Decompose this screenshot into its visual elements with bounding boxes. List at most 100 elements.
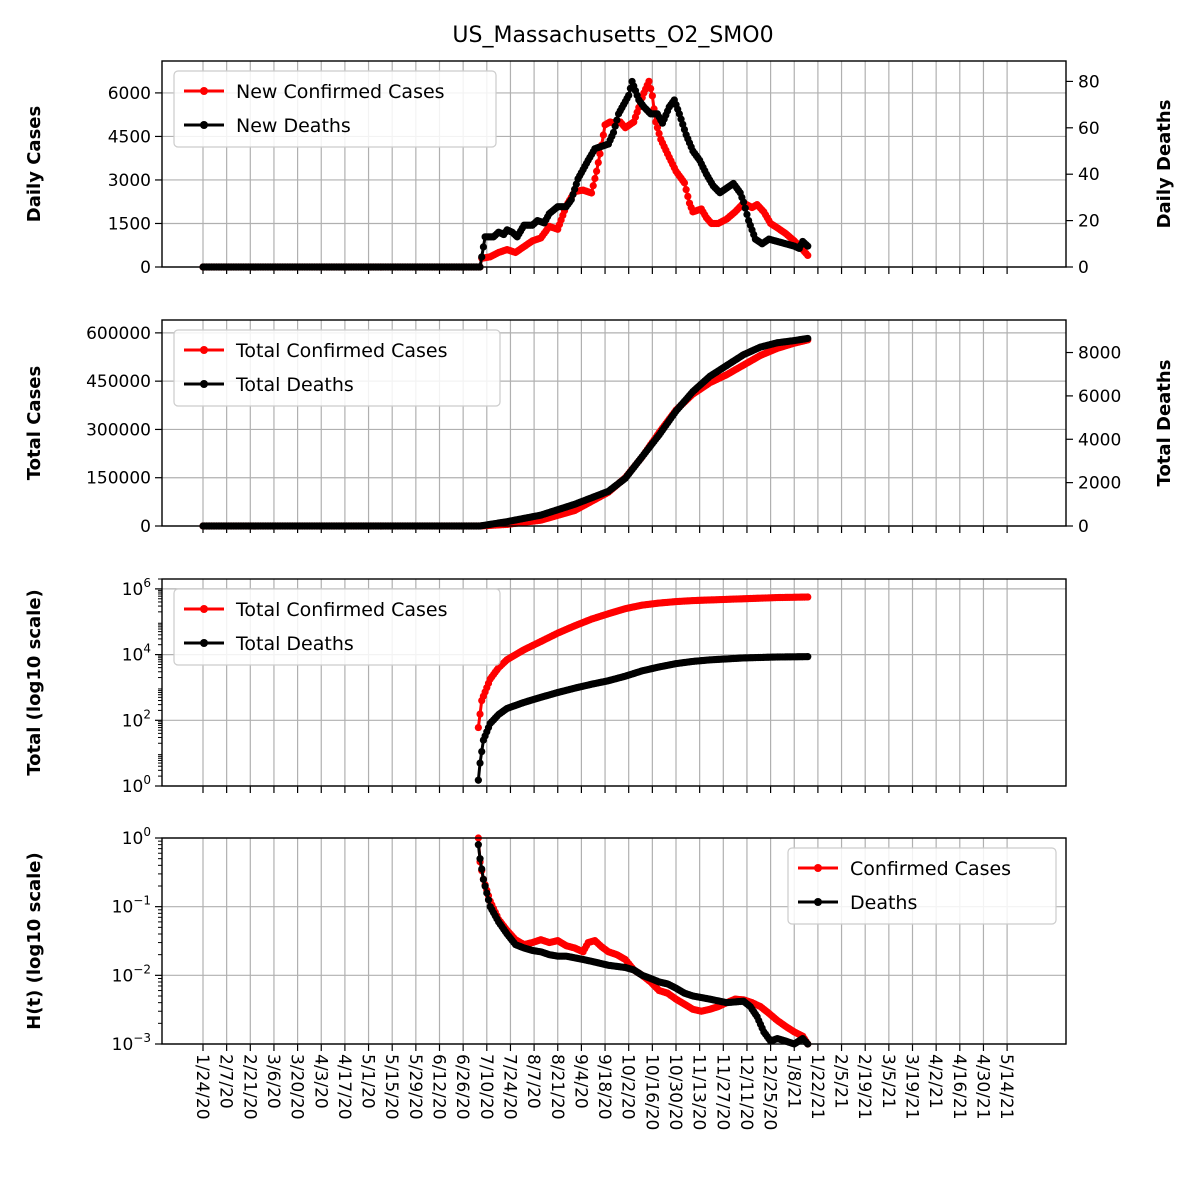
y2-axis-label: Total Deaths — [1154, 360, 1175, 487]
series-cases — [474, 834, 812, 1048]
series-deaths — [474, 653, 812, 784]
data-point — [653, 124, 662, 132]
data-point — [682, 186, 690, 194]
data-point — [474, 841, 482, 849]
data-point — [684, 192, 692, 200]
x-tick-label: 10/30/20 — [665, 1054, 685, 1130]
data-point — [594, 158, 602, 167]
x-tick-label: 10/16/20 — [641, 1054, 661, 1130]
x-tick-label: 1/8/21 — [783, 1054, 803, 1109]
y2-tick-label: 8000 — [1078, 344, 1121, 364]
y-tick-label: 150000 — [86, 469, 151, 489]
data-point — [599, 131, 607, 139]
y-axis-label: Total (log10 scale) — [24, 589, 45, 776]
legend-label: Total Confirmed Cases — [235, 599, 448, 621]
data-point — [474, 776, 482, 784]
x-tick-label: 3/6/20 — [263, 1054, 283, 1109]
y2-tick-label: 80 — [1078, 72, 1100, 92]
y-tick-label: 0 — [140, 517, 151, 537]
data-point — [483, 889, 491, 897]
x-tick-label: 10/2/20 — [618, 1054, 638, 1120]
data-point — [474, 723, 482, 732]
data-point — [478, 253, 486, 261]
x-tick-label: 5/15/20 — [381, 1054, 401, 1120]
x-tick-label: 1/24/20 — [192, 1054, 212, 1120]
y-tick-label: 10−1 — [112, 894, 151, 918]
x-tick-label: 12/25/20 — [760, 1054, 780, 1130]
y2-tick-label: 6000 — [1078, 387, 1121, 407]
panel-total: 0 150000 300000 450000 600000 0 2000 4000 6000 80… — [24, 319, 1175, 537]
y-tick-label: 106 — [122, 576, 151, 600]
x-tick-label: 4/30/21 — [972, 1054, 992, 1120]
y-tick-label: 450000 — [86, 372, 151, 392]
data-point — [655, 129, 663, 138]
y2-tick-label: 4000 — [1078, 430, 1121, 450]
x-tick-label: 4/17/20 — [334, 1054, 354, 1120]
x-tick-label: 3/19/21 — [902, 1054, 922, 1120]
legend-marker — [814, 864, 822, 872]
series-deaths — [474, 841, 812, 1048]
data-point — [479, 243, 488, 251]
legend-label: Total Deaths — [235, 374, 354, 396]
data-point — [587, 189, 596, 197]
y2-axis-label: Daily Deaths — [1154, 100, 1175, 229]
data-point — [625, 91, 633, 99]
legend-label: Total Confirmed Cases — [235, 340, 448, 362]
series-line — [476, 655, 808, 781]
data-point — [479, 875, 488, 883]
data-point — [741, 204, 749, 212]
x-tick-label: 4/2/21 — [925, 1054, 945, 1109]
y-tick-label: 600000 — [86, 324, 151, 344]
legend: New Confirmed Cases New Deaths — [173, 70, 497, 148]
axes-frame — [161, 578, 1067, 787]
panel-daily: 0 1500 3000 4500 6000 0 20 40 60 80 Daily Deaths Da… — [24, 60, 1175, 278]
y-axis-label: H(t) (log10 scale) — [24, 852, 45, 1030]
data-point — [484, 896, 493, 904]
legend-box — [173, 588, 501, 666]
panel-total-log: 100 102 104 106 Total (log10 scale) Total Con… — [24, 576, 1067, 797]
x-tick-label: 8/21/20 — [547, 1054, 567, 1120]
y2-tick-label: 2000 — [1078, 474, 1121, 494]
data-point — [478, 747, 486, 756]
series-line — [476, 595, 808, 728]
x-tick-label: 9/4/20 — [570, 1054, 590, 1109]
legend-marker — [200, 605, 208, 613]
x-tick-label: 3/20/20 — [287, 1054, 307, 1120]
data-point — [739, 198, 748, 206]
data-point — [743, 210, 751, 219]
x-tick-label: 11/27/20 — [712, 1054, 732, 1130]
data-point — [804, 242, 812, 250]
data-point — [804, 334, 812, 343]
legend: Total Confirmed Cases Total Deaths — [173, 588, 501, 666]
x-tick-label: 11/13/20 — [689, 1054, 709, 1130]
data-point — [589, 182, 597, 190]
axes-frame — [161, 60, 1067, 268]
data-point — [596, 150, 604, 158]
x-tick-label: 5/29/20 — [405, 1054, 425, 1120]
legend-label: New Confirmed Cases — [236, 81, 445, 103]
x-tick-label: 7/24/20 — [499, 1054, 519, 1120]
y-tick-label: 102 — [122, 707, 151, 731]
y-tick-label: 300000 — [86, 420, 151, 440]
data-point — [593, 167, 601, 175]
data-point — [804, 593, 812, 601]
x-tick-label: 8/7/20 — [523, 1054, 543, 1109]
legend-label: Total Deaths — [235, 633, 354, 655]
data-point — [478, 865, 486, 873]
y-axis-label: Total Cases — [24, 366, 45, 480]
y2-tick-label: 40 — [1078, 165, 1100, 185]
x-tick-label: 4/16/21 — [949, 1054, 969, 1120]
legend-marker — [200, 87, 208, 95]
axes-frame — [161, 837, 1067, 1045]
data-point — [804, 653, 812, 661]
y-tick-label: 4500 — [108, 127, 151, 147]
data-point — [481, 882, 489, 890]
axes-frame — [161, 319, 1067, 527]
x-tick-label: 5/14/21 — [996, 1054, 1016, 1120]
panel-ht-log: 100 10−1 10−2 10−3 H(t) (log10 scale) Confirm… — [24, 825, 1067, 1055]
y2-tick-label: 0 — [1078, 517, 1089, 537]
x-tick-label: 6/26/20 — [452, 1054, 472, 1120]
data-point — [645, 77, 653, 85]
x-tick-label: 5/1/20 — [358, 1054, 378, 1109]
